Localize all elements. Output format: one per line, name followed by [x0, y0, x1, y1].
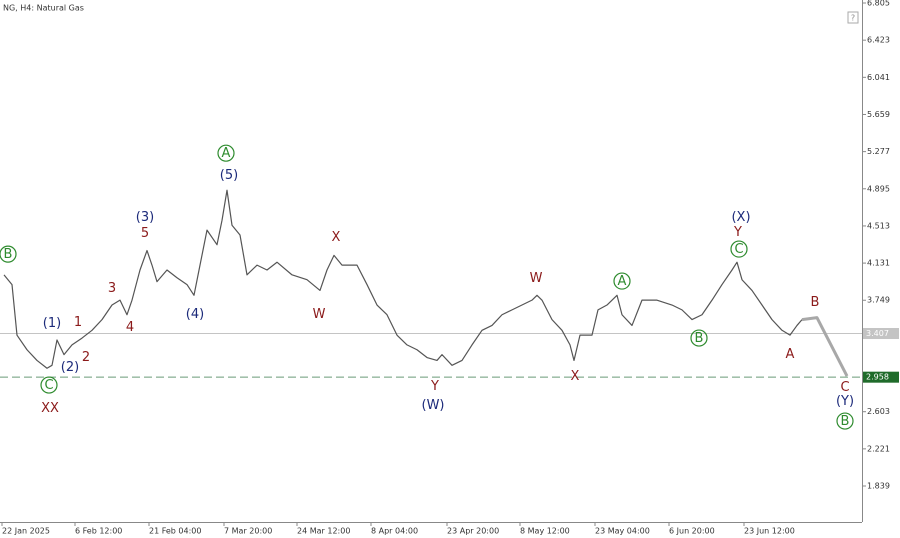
wave-label: C	[734, 242, 743, 257]
y-tick-label: 6.041	[867, 73, 890, 82]
wave-label: W	[530, 271, 543, 286]
wave-label: (4)	[186, 307, 204, 322]
y-tick-label: 3.749	[867, 296, 890, 305]
chart-title: NG, H4: Natural Gas	[3, 4, 84, 13]
wave-label-circle	[40, 376, 58, 394]
price-line-series	[3, 189, 803, 369]
price-label: 2.958	[866, 373, 889, 382]
wave-label: X	[332, 230, 341, 245]
wave-label: B	[695, 331, 704, 346]
wave-label: (1)	[43, 316, 61, 331]
price-label-box	[863, 328, 899, 340]
y-tick-label: 4.131	[867, 259, 890, 268]
wave-label-circle	[613, 272, 631, 290]
x-tick-label: 6 Feb 12:00	[75, 527, 122, 536]
wave-label: (W)	[422, 398, 445, 413]
wave-label: 5	[141, 226, 149, 241]
wave-label: X	[571, 369, 580, 384]
x-tick-label: 23 May 04:00	[595, 527, 650, 536]
wave-label: Y	[430, 379, 439, 394]
wave-label: A	[786, 347, 795, 362]
x-tick-label: 6 Jun 20:00	[669, 527, 715, 536]
wave-label: B	[811, 295, 820, 310]
y-tick-label: 5.277	[867, 147, 890, 156]
wave-label: 3	[108, 281, 116, 296]
y-tick-label: 2.603	[867, 407, 890, 416]
wave-label: Y	[733, 225, 742, 240]
wave-label-circle	[0, 245, 17, 263]
wave-label: W	[313, 307, 326, 322]
y-tick-label: 6.423	[867, 36, 890, 45]
price-line-series	[801, 316, 849, 377]
x-tick-label: 23 Jun 12:00	[744, 527, 795, 536]
wave-label-circle	[217, 144, 235, 162]
wave-label: XX	[41, 401, 59, 416]
y-tick-label: 4.513	[867, 221, 890, 230]
x-tick-label: 8 Apr 04:00	[371, 527, 418, 536]
wave-label-circle	[730, 240, 748, 258]
price-label-box	[863, 371, 899, 383]
wave-label: (Y)	[836, 394, 854, 409]
price-label: 3.407	[866, 329, 889, 338]
y-tick-label: 2.221	[867, 444, 890, 453]
x-tick-label: 7 Mar 20:00	[224, 527, 272, 536]
wave-label-circle	[690, 329, 708, 347]
y-tick-label: 5.659	[867, 110, 890, 119]
wave-label: A	[222, 146, 231, 161]
wave-label: B	[841, 414, 850, 429]
wave-label: C	[44, 378, 53, 393]
x-tick-label: 22 Jan 2025	[2, 527, 50, 536]
help-icon-glyph[interactable]: ?	[851, 14, 855, 23]
x-tick-label: 21 Feb 04:00	[149, 527, 201, 536]
y-tick-label: 1.839	[867, 482, 890, 491]
wave-label: A	[618, 274, 627, 289]
help-icon[interactable]	[847, 11, 859, 24]
wave-label: (3)	[136, 210, 154, 225]
wave-label: C	[840, 380, 849, 395]
wave-label-circle	[836, 412, 854, 430]
wave-label: 4	[126, 320, 134, 335]
wave-label: (2)	[61, 360, 79, 375]
y-tick-label: 4.895	[867, 184, 890, 193]
y-tick-label: 6.805	[867, 0, 890, 8]
x-tick-label: 8 May 12:00	[520, 527, 570, 536]
wave-label: 2	[82, 350, 90, 365]
wave-label: (5)	[220, 168, 238, 183]
x-tick-label: 23 Apr 20:00	[447, 527, 499, 536]
wave-label: 1	[74, 315, 82, 330]
wave-label: B	[4, 247, 13, 262]
x-tick-label: 24 Mar 12:00	[297, 527, 350, 536]
wave-label: (X)	[731, 210, 750, 225]
